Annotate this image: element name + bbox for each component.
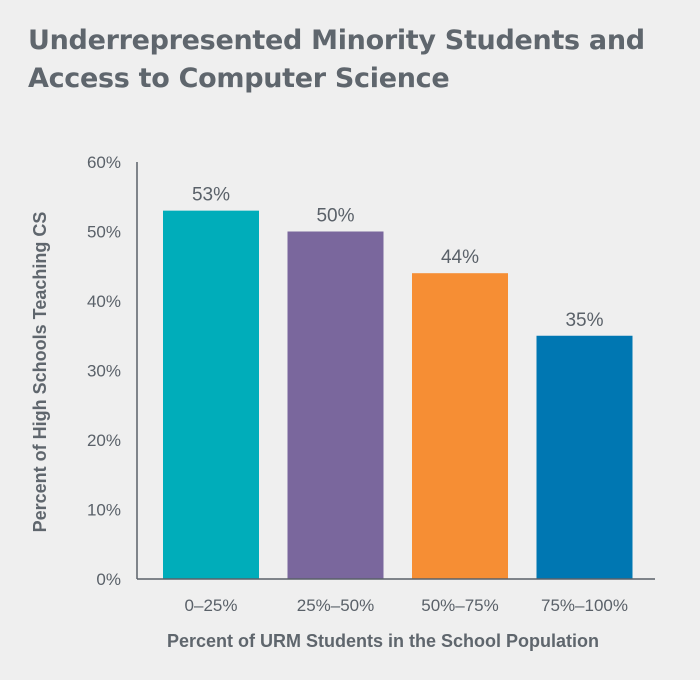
x-tick-label: 50%–75%: [421, 596, 499, 615]
bar-1: [163, 210, 259, 579]
y-tick-label: 20%: [87, 431, 121, 450]
x-tick-label: 25%–50%: [297, 596, 375, 615]
data-label: 44%: [441, 247, 479, 268]
bar-2: [287, 231, 384, 579]
bars: [163, 210, 633, 579]
x-tick-label: 75%–100%: [541, 596, 628, 615]
y-axis-ticks: 0% 10% 20% 30% 40% 50% 60%: [87, 153, 121, 589]
data-labels: 53% 50% 44% 35%: [192, 185, 604, 331]
y-tick-label: 0%: [96, 570, 121, 589]
bar-4: [536, 335, 633, 579]
y-tick-label: 60%: [87, 153, 121, 172]
y-tick-label: 30%: [87, 362, 121, 381]
x-tick-label: 0–25%: [185, 596, 238, 615]
x-axis-label: Percent of URM Students in the School Po…: [167, 631, 599, 651]
y-tick-label: 10%: [87, 501, 121, 520]
data-label: 50%: [316, 206, 354, 227]
chart-title: Underrepresented Minority Students and A…: [28, 25, 645, 94]
y-tick-label: 50%: [87, 223, 121, 242]
bar-3: [412, 273, 508, 579]
data-label: 53%: [192, 185, 230, 206]
y-axis-label: Percent of High Schools Teaching CS: [30, 212, 50, 533]
y-tick-label: 40%: [87, 292, 121, 311]
data-label: 35%: [565, 310, 603, 331]
x-axis-ticks: 0–25% 25%–50% 50%–75% 75%–100%: [185, 596, 628, 615]
